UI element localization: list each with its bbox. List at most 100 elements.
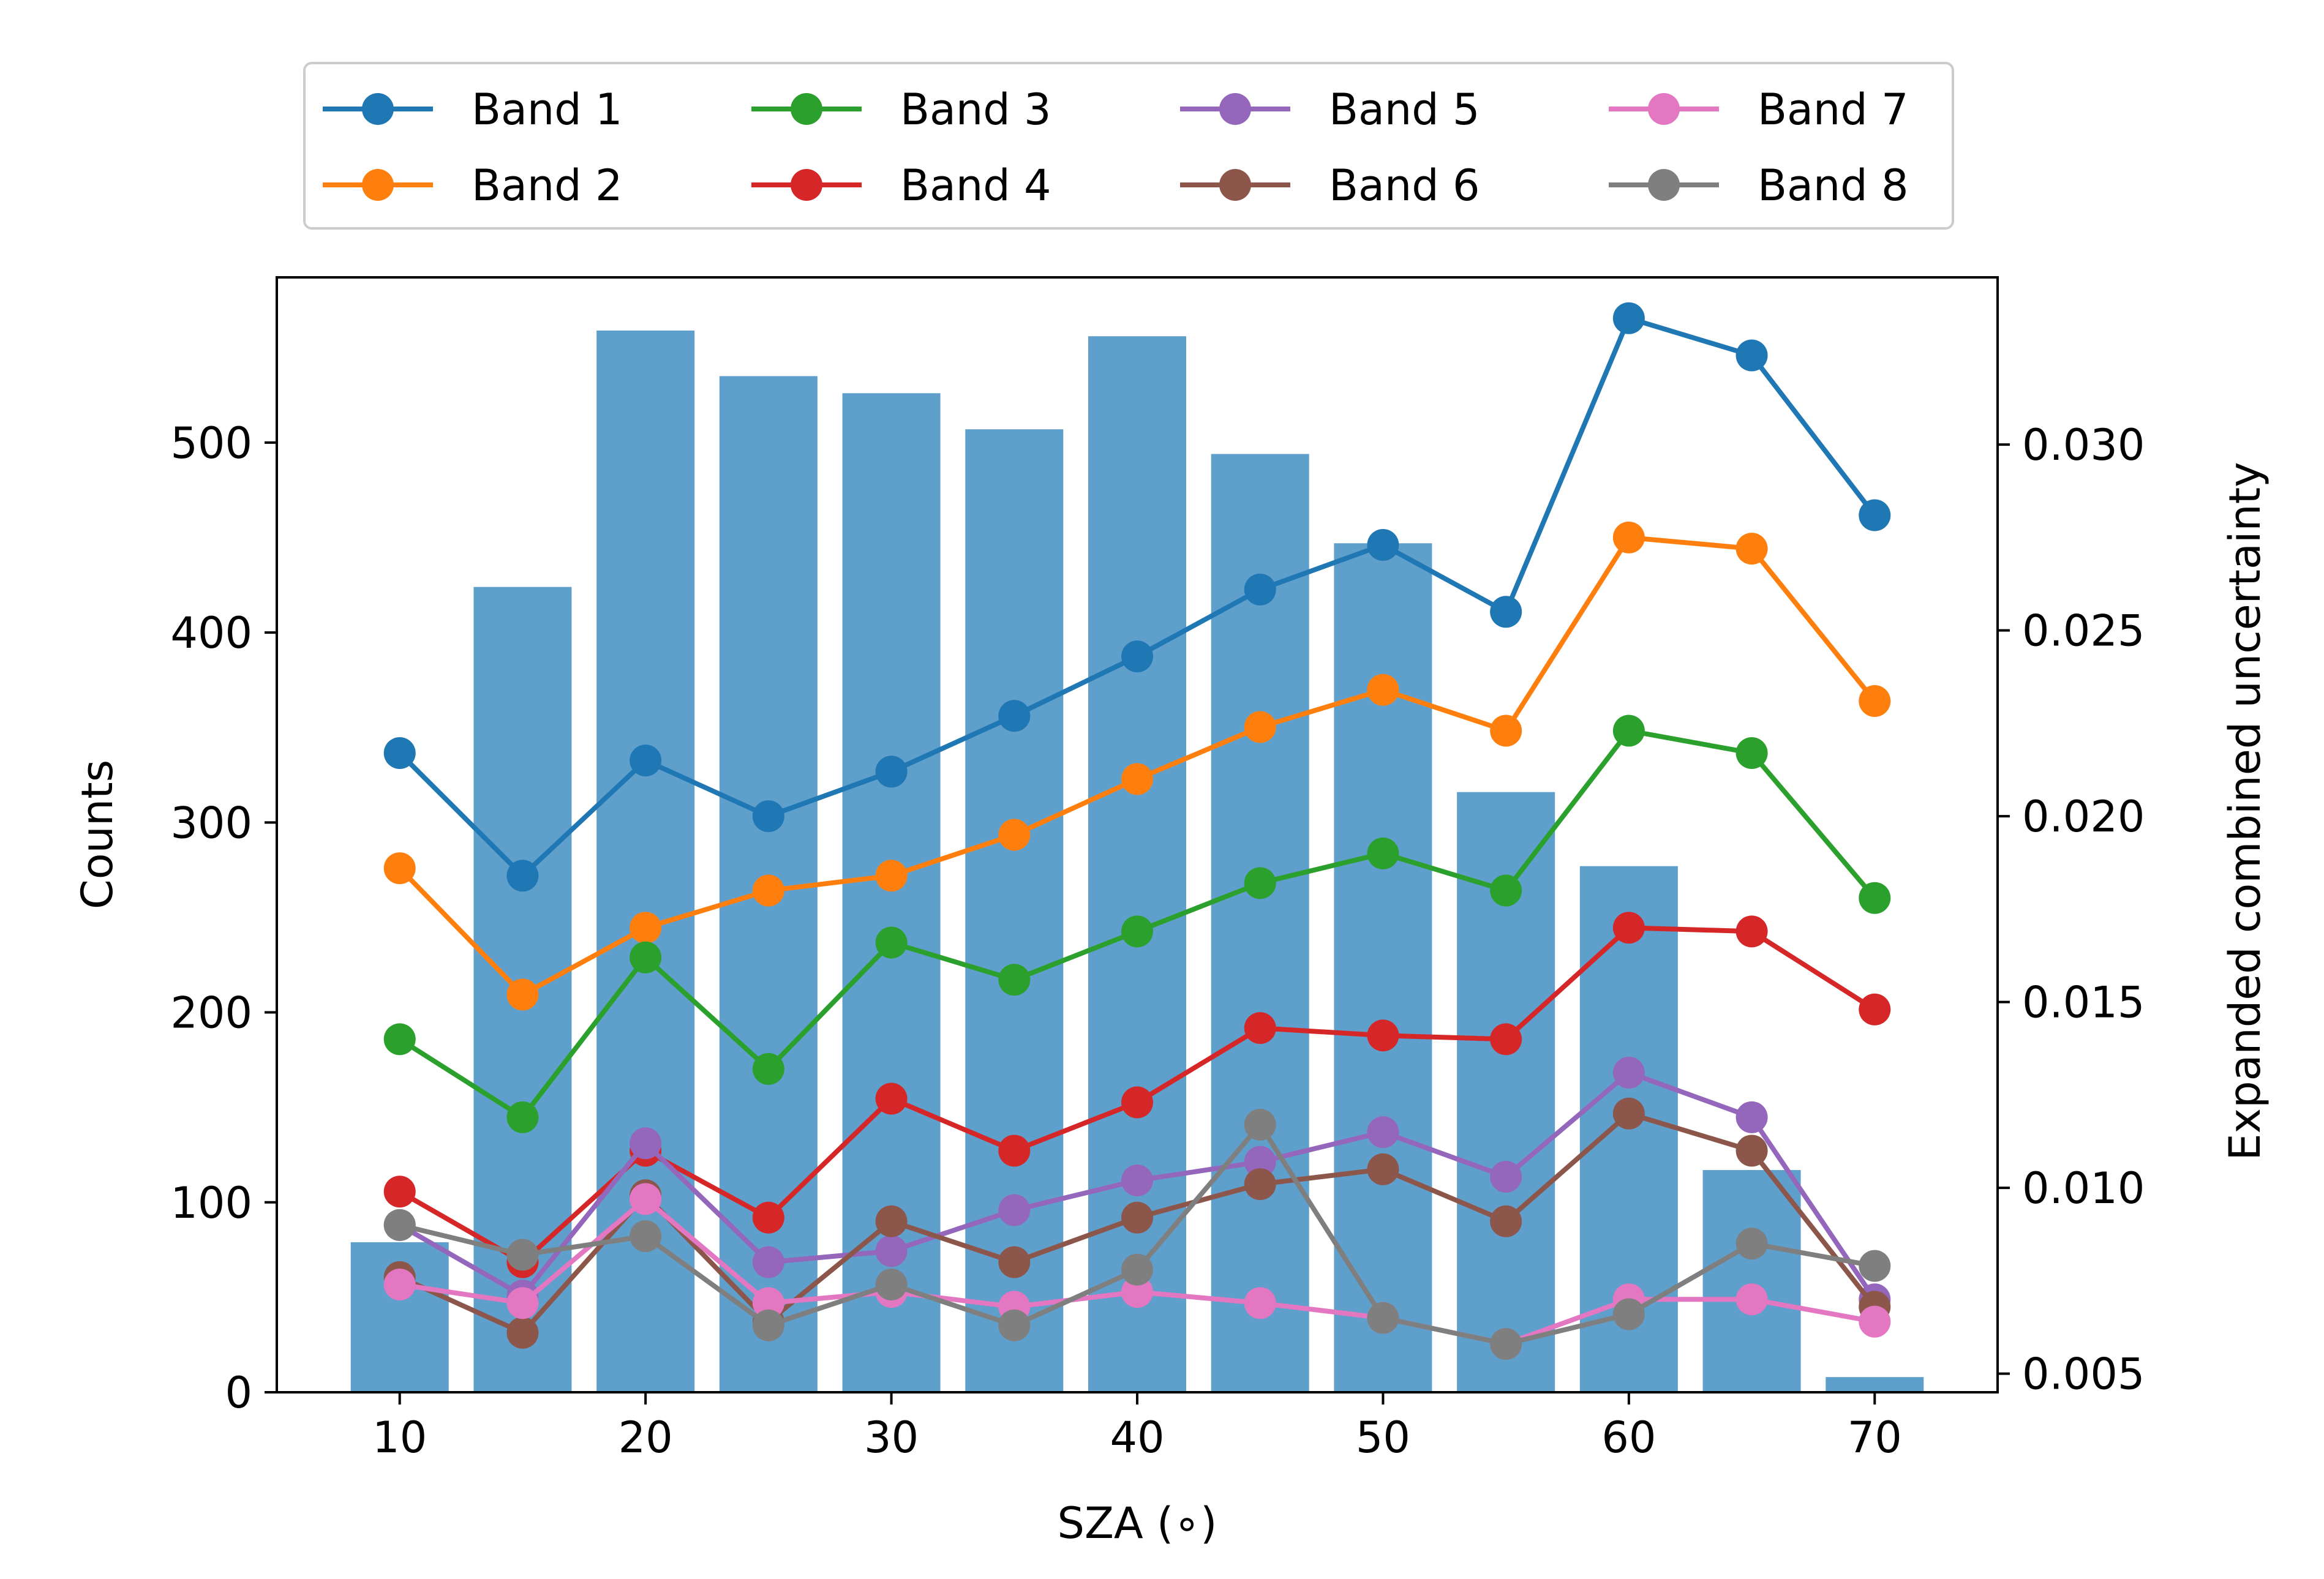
count-bar [1088, 336, 1186, 1392]
band-4-point [1612, 912, 1645, 944]
band-1-point [875, 756, 908, 788]
band-7-point [630, 1183, 662, 1215]
band-3-point [383, 1023, 416, 1056]
band-2-legend-marker [362, 169, 394, 201]
band-8-point [998, 1309, 1031, 1341]
band-lines [383, 302, 1891, 1360]
band-2-point [630, 912, 662, 944]
band-5-point [1121, 1165, 1153, 1197]
band-6-point [1121, 1201, 1153, 1234]
band-2-point [383, 852, 416, 885]
band-4-point [998, 1135, 1031, 1167]
band-1-point [506, 860, 539, 892]
band-3-point [1735, 737, 1768, 769]
x-tick-label: 30 [864, 1412, 919, 1463]
legend: Band 1 Band 2 Band 3 Band 4 Band 5 Band 6 Band… [303, 62, 1954, 230]
band-8-point [630, 1220, 662, 1253]
band-1-point [1859, 499, 1891, 531]
legend-box [303, 62, 1954, 230]
band-8-legend-marker [1648, 169, 1680, 201]
band-5-point [875, 1235, 908, 1267]
band-8-point [1490, 1328, 1522, 1360]
count-bar [1211, 454, 1309, 1392]
band-7-legend-marker [1648, 93, 1680, 125]
band-5-point [1612, 1056, 1645, 1089]
band-1-point [752, 800, 784, 833]
band-7-point [506, 1287, 539, 1319]
band-2-legend-label: Band 2 [472, 160, 623, 211]
band-4-legend-marker [791, 169, 822, 201]
band-2-point [1490, 714, 1522, 747]
band-1-point [998, 700, 1031, 732]
band-6-point [875, 1205, 908, 1237]
y-right-tick-label: 0.005 [2022, 1349, 2145, 1400]
band-8-point [1244, 1108, 1276, 1141]
x-tick-label: 20 [619, 1412, 673, 1463]
band-3-point [1612, 714, 1645, 747]
x-tick-label: 70 [1848, 1412, 1902, 1463]
band-3-point [752, 1052, 784, 1085]
y-left-tick-label: 100 [170, 1178, 252, 1228]
band-7-point [1859, 1305, 1891, 1338]
band-1-legend-label: Band 1 [472, 84, 623, 135]
axis-ticks: 10 20 30 40 50 60 70 0 100 200 300 400 500 0.005 0.010… [170, 418, 2145, 1463]
band-1-point [630, 744, 662, 777]
band-5-point [1735, 1101, 1768, 1133]
band-6-point [998, 1246, 1031, 1278]
y-right-tick-label: 0.030 [2022, 420, 2145, 470]
band-5-point [1244, 1146, 1276, 1178]
band-3-point [506, 1101, 539, 1133]
band-2-point [1612, 521, 1645, 553]
band-4-point [1490, 1023, 1522, 1056]
band-8-point [1735, 1228, 1768, 1260]
band-5-point [1367, 1116, 1399, 1149]
x-tick-label: 60 [1601, 1412, 1656, 1463]
y-left-tick-label: 400 [170, 608, 252, 658]
band-7-point [1735, 1283, 1768, 1316]
band-3-legend-marker [791, 93, 822, 125]
band-5-point [630, 1127, 662, 1160]
band-8-point [506, 1239, 539, 1271]
band-2-point [875, 860, 908, 892]
y-left-tick-label: 200 [170, 988, 252, 1038]
band-5-point [998, 1194, 1031, 1226]
y-right-tick-label: 0.020 [2022, 792, 2145, 842]
band-3-point [1121, 915, 1153, 948]
band-2-point [752, 874, 784, 907]
y-left-tick-label: 0 [225, 1368, 252, 1418]
band-2-point [1735, 533, 1768, 565]
band-3-point [1244, 867, 1276, 899]
band-1-legend-marker [362, 93, 394, 125]
band-3-legend-label: Band 3 [900, 84, 1051, 135]
band-5-point [1490, 1160, 1522, 1193]
y-right-tick-label: 0.010 [2022, 1163, 2145, 1213]
y-right-tick-label: 0.015 [2022, 978, 2145, 1028]
band-2-point [998, 819, 1031, 851]
x-tick-label: 40 [1110, 1412, 1164, 1463]
band-1-point [1735, 339, 1768, 372]
band-5-point [752, 1246, 784, 1278]
band-8-point [1612, 1298, 1645, 1330]
plot-frame [276, 276, 1999, 1393]
y-axis-left-label: Counts [72, 760, 122, 909]
band-7-point [1121, 1276, 1153, 1308]
band-6-point [1612, 1097, 1645, 1130]
band-1-point [1244, 573, 1276, 606]
count-bar [965, 429, 1064, 1392]
band-5-legend-label: Band 5 [1329, 84, 1480, 135]
band-4-point [1244, 1012, 1276, 1045]
band-4-point [875, 1082, 908, 1115]
band-3-point [1490, 874, 1522, 907]
x-tick-label: 50 [1356, 1412, 1410, 1463]
band-7-point [752, 1287, 784, 1319]
band-3-point [630, 941, 662, 973]
band-3-point [875, 926, 908, 959]
band-2-point [506, 978, 539, 1011]
band-2-point [1859, 684, 1891, 717]
band-6-point [506, 1316, 539, 1349]
band-1-point [1612, 302, 1645, 334]
band-8-point [1859, 1250, 1891, 1282]
band-6-legend-marker [1219, 169, 1251, 201]
band-8-point [875, 1268, 908, 1300]
